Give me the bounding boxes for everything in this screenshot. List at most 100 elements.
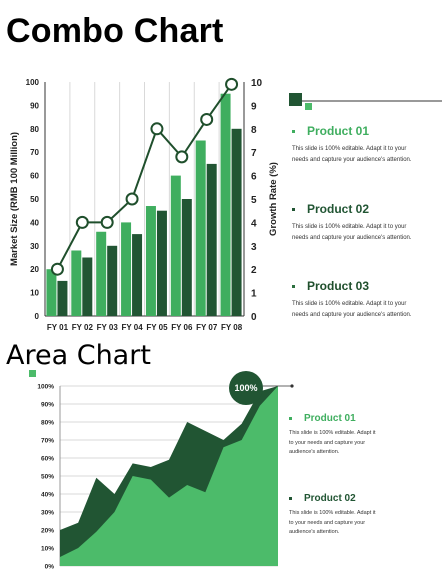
legend-name: Product 01: [307, 124, 370, 138]
legend-desc-line: needs and capture your audience's attent…: [292, 156, 412, 163]
bar: [170, 175, 181, 316]
bar: [231, 128, 242, 316]
y-tick-label-left: 10: [30, 289, 39, 298]
y-tick-label-left: 30: [30, 242, 39, 251]
combo-legend-product-01: Product 01 This slide is 100% editable. …: [292, 124, 442, 165]
legend-desc-line: to your needs and capture your: [289, 519, 366, 526]
growth-marker: [225, 77, 239, 91]
legend-desc: This slide is 100% editable. Adapt it to…: [289, 429, 439, 458]
x-tick-label: FY 01: [47, 323, 69, 332]
legend-name: Product 02: [304, 493, 356, 504]
growth-marker: [50, 262, 64, 276]
callout-circle: [229, 371, 263, 405]
area-chart-title: Area Chart: [6, 340, 151, 371]
x-tick-label: FY 08: [221, 323, 243, 332]
bar: [46, 269, 57, 316]
bar: [206, 163, 217, 316]
bar: [156, 210, 167, 316]
combo-legend-product-02: Product 02 This slide is 100% editable. …: [292, 202, 442, 243]
callout-label: 100%: [234, 383, 257, 393]
y-tick-label: 100%: [37, 384, 54, 391]
y-tick-label-left: 40: [30, 218, 39, 227]
legend-desc-line: This slide is 100% editable. Adapt it to…: [292, 301, 407, 307]
bullet-icon: [289, 497, 292, 500]
legend-name: Product 03: [307, 279, 370, 293]
bar: [71, 250, 82, 316]
y-tick-label: 80%: [41, 420, 54, 427]
legend-name: Product 01: [304, 413, 356, 424]
y-tick-label-left: 50: [30, 195, 39, 204]
legend-desc: This slide is 100% editable. Adapt it to…: [289, 509, 439, 538]
combo-legend-product-03: Product 03 This slide is 100% editable. …: [292, 279, 442, 320]
decor-square-area: [29, 370, 36, 377]
x-tick-label: FY 05: [146, 323, 168, 332]
y-tick-label-right: 6: [251, 172, 257, 183]
y-tick-label-right: 5: [251, 195, 257, 206]
growth-marker: [125, 192, 139, 206]
y-tick-label: 70%: [41, 438, 54, 445]
bar: [132, 234, 143, 316]
bullet-icon: [292, 207, 295, 211]
area-chart: 0% 10% 20% 30% 40% 50% 60% 70% 80% 90% 100% 100%: [37, 371, 294, 571]
y-tick-label-left: 80: [30, 125, 39, 134]
y-tick-label-left: 20: [30, 265, 39, 274]
y-tick-label-left: 100: [26, 78, 40, 87]
bar: [82, 257, 93, 316]
y-axis-title-left: Market Size (RMB 100 Million): [9, 132, 20, 266]
y-tick-label-right: 3: [251, 242, 257, 253]
y-tick-label-left: 60: [30, 172, 39, 181]
legend-desc-line: to your needs and capture your: [289, 439, 366, 446]
combo-chart-title: Combo Chart: [6, 12, 224, 50]
bar: [220, 93, 231, 316]
legend-desc: This slide is 100% editable. Adapt it to…: [292, 299, 442, 320]
callout-dot: [290, 384, 294, 388]
bar: [107, 245, 118, 316]
y-tick-label: 60%: [41, 456, 54, 463]
legend-desc: This slide is 100% editable. Adapt it to…: [292, 144, 442, 165]
y-axis-title-right: Growth Rate (%): [268, 162, 279, 236]
legend-name: Product 02: [307, 202, 370, 216]
y-tick-label: 10%: [41, 546, 54, 553]
decorations: [29, 93, 442, 377]
area-series-product-01: [60, 386, 278, 566]
y-tick-label-left: 70: [30, 148, 39, 157]
bar: [96, 231, 107, 316]
bar: [57, 280, 68, 316]
x-tick-label: FY 06: [171, 323, 193, 332]
growth-marker: [175, 150, 189, 164]
y-tick-label-left: 0: [35, 312, 40, 321]
y-tick-label: 50%: [41, 474, 54, 481]
legend-desc-line: This slide is 100% editable. Adapt it: [289, 430, 376, 436]
x-tick-label: FY 02: [72, 323, 94, 332]
legend-desc-line: audience's attention.: [289, 529, 340, 536]
decor-square-light: [305, 103, 312, 110]
y-tick-label-right: 1: [251, 289, 257, 300]
legend-desc-line: This slide is 100% editable. Adapt it to…: [292, 146, 407, 152]
x-tick-label: FY 04: [121, 323, 143, 332]
legend-desc-line: This slide is 100% editable. Adapt it to…: [292, 224, 407, 230]
y-tick-label: 30%: [41, 510, 54, 517]
legend-desc-line: This slide is 100% editable. Adapt it: [289, 510, 376, 516]
bar: [181, 199, 192, 316]
y-tick-label: 0%: [45, 564, 55, 571]
area-legend-product-02: Product 02 This slide is 100% editable. …: [289, 493, 439, 538]
bullet-icon: [292, 284, 295, 288]
y-tick-label-right: 10: [251, 78, 263, 89]
bar: [145, 206, 156, 316]
growth-marker: [150, 122, 164, 136]
y-tick-label-right: 7: [251, 148, 257, 159]
legend-desc-line: audience's attention.: [289, 449, 340, 456]
y-tick-label: 20%: [41, 528, 54, 535]
bullet-icon: [292, 129, 295, 133]
growth-marker: [200, 112, 214, 126]
y-tick-label-right: 2: [251, 265, 257, 276]
area-legend-product-01: Product 01 This slide is 100% editable. …: [289, 413, 439, 458]
bar: [121, 222, 132, 316]
bar: [195, 140, 206, 316]
growth-marker: [100, 215, 114, 229]
legend-desc: This slide is 100% editable. Adapt it to…: [292, 222, 442, 243]
growth-marker: [75, 215, 89, 229]
legend-desc-line: needs and capture your audience's attent…: [292, 234, 412, 241]
x-tick-label: FY 03: [97, 323, 119, 332]
